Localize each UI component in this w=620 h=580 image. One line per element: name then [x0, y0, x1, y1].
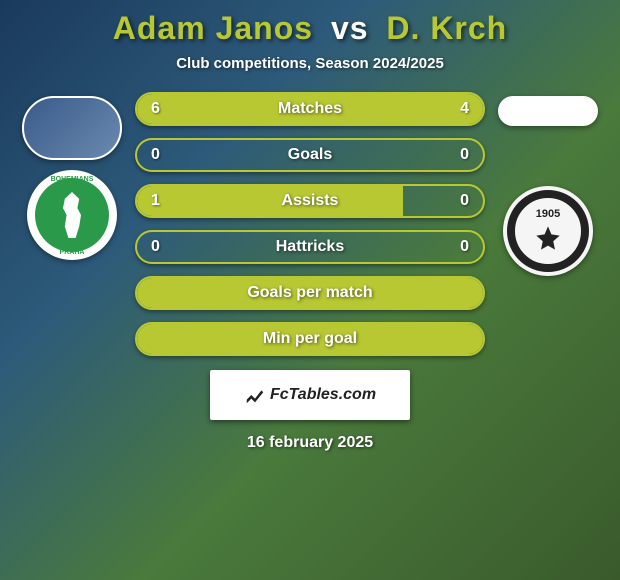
player2-name: D. Krch: [386, 10, 507, 46]
date-text: 16 february 2025: [247, 434, 373, 452]
stat-label: Goals per match: [137, 278, 483, 308]
watermark: FcTables.com: [210, 370, 410, 420]
player1-photo: [22, 96, 122, 160]
watermark-text: FcTables.com: [270, 386, 376, 404]
infographic-container: Adam Janos vs D. Krch Club competitions,…: [0, 0, 620, 452]
club1-text-bottom: PRAHA: [27, 249, 117, 256]
player1-club-logo: BOHEMIANS PRAHA: [27, 170, 117, 260]
vs-label: vs: [331, 10, 369, 46]
stat-bar-assists: 10Assists: [135, 184, 485, 218]
stat-label: Hattricks: [137, 232, 483, 262]
kangaroo-icon: [54, 192, 90, 238]
player1-name: Adam Janos: [113, 10, 313, 46]
stat-label: Matches: [137, 94, 483, 124]
club2-year: 1905: [503, 208, 593, 220]
stat-label: Goals: [137, 140, 483, 170]
right-column: 1905: [493, 92, 603, 276]
stat-bar-min-per-goal: Min per goal: [135, 322, 485, 356]
stats-column: 64Matches 00Goals 10Assists 00Hattricks Goal…: [135, 92, 485, 356]
player2-club-logo: 1905: [503, 186, 593, 276]
stat-label: Min per goal: [137, 324, 483, 354]
stat-bar-goals-per-match: Goals per match: [135, 276, 485, 310]
stat-bar-hattricks: 00Hattricks: [135, 230, 485, 264]
left-column: BOHEMIANS PRAHA: [17, 92, 127, 260]
club1-inner-circle: [35, 178, 109, 252]
stat-label: Assists: [137, 186, 483, 216]
stat-bar-goals: 00Goals: [135, 138, 485, 172]
subtitle: Club competitions, Season 2024/2025: [176, 55, 444, 72]
main-row: BOHEMIANS PRAHA 64Matches 00Goals 10Assist…: [0, 92, 620, 356]
star-icon: [534, 224, 562, 252]
chart-icon: [244, 384, 266, 406]
player2-photo: [498, 96, 598, 126]
stat-bar-matches: 64Matches: [135, 92, 485, 126]
page-title: Adam Janos vs D. Krch: [113, 10, 507, 47]
